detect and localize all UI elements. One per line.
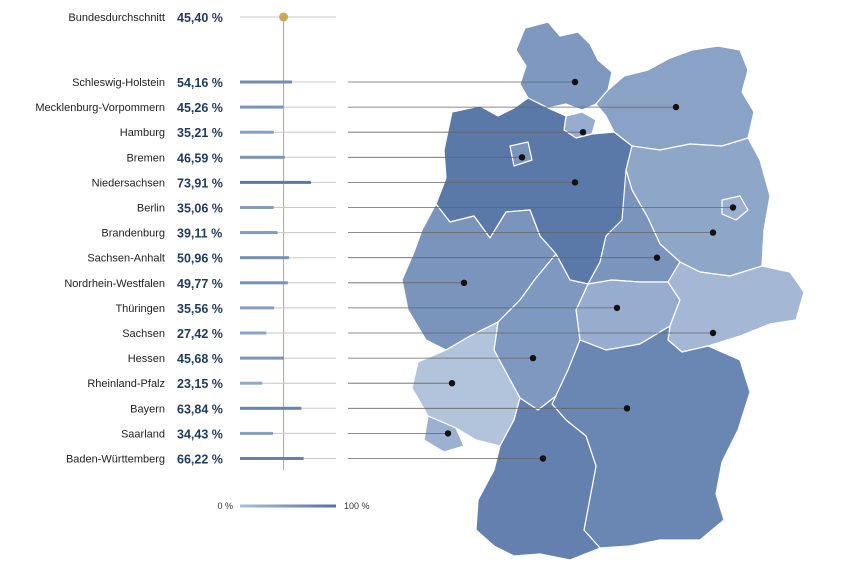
state-label-brandenburg: Brandenburg bbox=[101, 228, 165, 240]
state-label-bremen: Bremen bbox=[126, 152, 165, 164]
map-dot-sachsen-anhalt[interactable] bbox=[653, 254, 661, 261]
bar-thueringen[interactable] bbox=[240, 306, 275, 310]
state-sachsen[interactable] bbox=[667, 261, 805, 353]
map-dot-saarland[interactable] bbox=[444, 430, 452, 437]
map-dot-hessen[interactable] bbox=[529, 354, 537, 362]
map-dot-rheinland-pfalz[interactable] bbox=[448, 380, 456, 387]
bar-berlin[interactable] bbox=[240, 206, 274, 209]
map-dot-niedersachsen[interactable] bbox=[571, 179, 579, 186]
bar-baden-wuerttemberg[interactable] bbox=[240, 457, 304, 460]
state-value-bremen: 46,59 % bbox=[177, 151, 223, 165]
bar-hamburg[interactable] bbox=[240, 130, 274, 134]
state-label-niedersachsen: Niedersachsen bbox=[92, 177, 165, 189]
map-dot-berlin[interactable] bbox=[729, 204, 737, 211]
bar-nordrhein-westfalen[interactable] bbox=[240, 281, 288, 285]
bar-brandenburg[interactable] bbox=[240, 231, 278, 235]
average-value: 45,40 % bbox=[177, 11, 223, 25]
map-dot-baden-wuerttemberg[interactable] bbox=[539, 455, 547, 462]
bar-mecklenburg-vorpommern[interactable] bbox=[240, 105, 284, 109]
state-label-berlin: Berlin bbox=[137, 203, 165, 215]
state-label-sachsen-anhalt: Sachsen-Anhalt bbox=[87, 253, 165, 265]
state-label-hamburg: Hamburg bbox=[120, 127, 165, 139]
state-schleswig-holstein[interactable] bbox=[515, 21, 613, 111]
map-dot-brandenburg[interactable] bbox=[709, 229, 717, 236]
state-value-hamburg: 35,21 % bbox=[177, 126, 223, 140]
map-dot-bremen[interactable] bbox=[518, 154, 526, 161]
bar-schleswig-holstein[interactable] bbox=[240, 80, 292, 84]
state-value-nordrhein-westfalen: 49,77 % bbox=[177, 277, 223, 291]
state-value-sachsen: 27,42 % bbox=[177, 327, 223, 341]
state-label-baden-wuerttemberg: Baden-Württemberg bbox=[66, 454, 165, 466]
state-label-sachsen: Sachsen bbox=[122, 328, 165, 340]
state-value-hessen: 45,68 % bbox=[177, 352, 223, 366]
state-mecklenburg-vorpommern[interactable] bbox=[595, 45, 755, 151]
bar-rheinland-pfalz[interactable] bbox=[240, 381, 263, 385]
bar-bremen[interactable] bbox=[240, 155, 285, 159]
legend-gradient-bar bbox=[240, 504, 336, 508]
state-bremen[interactable] bbox=[509, 141, 533, 167]
state-value-sachsen-anhalt: 50,96 % bbox=[177, 252, 223, 266]
map-dot-hamburg[interactable] bbox=[579, 129, 587, 136]
legend-min-label: 0 % bbox=[217, 501, 233, 511]
bar-niedersachsen[interactable] bbox=[240, 180, 311, 184]
state-label-thueringen: Thüringen bbox=[115, 303, 165, 315]
legend-max-label: 100 % bbox=[344, 501, 370, 511]
state-value-schleswig-holstein: 54,16 % bbox=[177, 76, 223, 90]
bar-hessen[interactable] bbox=[240, 356, 284, 360]
state-baden-wuerttemberg[interactable] bbox=[475, 395, 601, 561]
map-dot-nordrhein-westfalen[interactable] bbox=[460, 279, 468, 286]
state-saarland[interactable] bbox=[423, 415, 465, 453]
state-label-schleswig-holstein: Schleswig-Holstein bbox=[72, 77, 165, 89]
bar-sachsen-anhalt[interactable] bbox=[240, 256, 289, 260]
state-label-saarland: Saarland bbox=[121, 428, 165, 440]
average-label: Bundesdurchschnitt bbox=[68, 12, 165, 24]
state-label-rheinland-pfalz: Rheinland-Pfalz bbox=[87, 378, 165, 390]
average-marker bbox=[279, 12, 289, 22]
bar-bayern[interactable] bbox=[240, 406, 302, 410]
map-dot-sachsen[interactable] bbox=[709, 329, 717, 337]
state-value-rheinland-pfalz: 23,15 % bbox=[177, 377, 223, 391]
map-dot-mecklenburg-vorpommern[interactable] bbox=[672, 103, 680, 111]
state-value-thueringen: 35,56 % bbox=[177, 302, 223, 316]
bar-sachsen[interactable] bbox=[240, 331, 267, 335]
state-value-saarland: 34,43 % bbox=[177, 427, 223, 441]
state-label-nordrhein-westfalen: Nordrhein-Westfalen bbox=[64, 278, 165, 290]
state-value-bayern: 63,84 % bbox=[177, 402, 223, 416]
state-value-brandenburg: 39,11 % bbox=[177, 227, 222, 241]
state-value-baden-wuerttemberg: 66,22 % bbox=[177, 453, 223, 467]
state-label-mecklenburg-vorpommern: Mecklenburg-Vorpommern bbox=[35, 102, 165, 114]
map-dot-schleswig-holstein[interactable] bbox=[571, 78, 579, 86]
state-value-berlin: 35,06 % bbox=[177, 202, 223, 216]
state-value-niedersachsen: 73,91 % bbox=[177, 176, 223, 190]
map-dot-bayern[interactable] bbox=[623, 405, 631, 412]
state-label-bayern: Bayern bbox=[130, 403, 165, 415]
map-dot-thueringen[interactable] bbox=[613, 304, 621, 312]
germany-map bbox=[401, 21, 805, 561]
state-value-mecklenburg-vorpommern: 45,26 % bbox=[177, 101, 223, 115]
bar-saarland[interactable] bbox=[240, 431, 274, 435]
state-label-hessen: Hessen bbox=[128, 353, 165, 365]
